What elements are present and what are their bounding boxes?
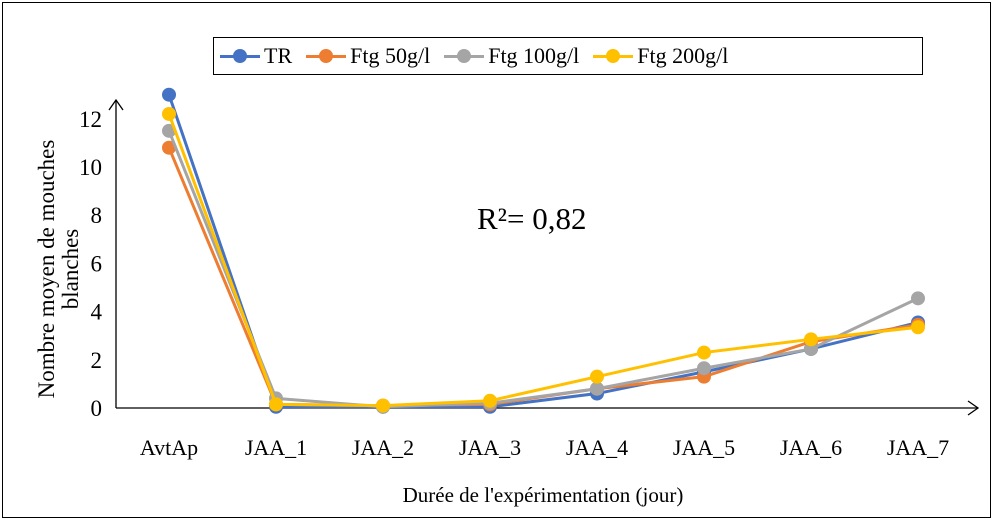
data-point (697, 345, 711, 360)
y-tick-label: 10 (79, 155, 102, 180)
y-tick-label: 8 (91, 203, 103, 228)
x-tick-label: JAA_7 (887, 435, 949, 460)
line-chart: 0 2 4 6 8 10 12 AvtAp JAA_1 JAA_2 JAA_3 JAA_4 JAA_5… (79, 87, 980, 460)
data-point (590, 381, 604, 396)
legend-swatch (220, 46, 260, 66)
legend-swatch (593, 46, 634, 66)
series-tr (162, 87, 925, 414)
y-tick-label: 0 (91, 396, 103, 421)
series-line (167, 147, 919, 408)
y-tick-label: 12 (79, 107, 102, 132)
legend-item: TR (220, 43, 292, 69)
x-tick-labels: AvtAp JAA_1 JAA_2 JAA_3 JAA_4 JAA_5 JAA_6 JAA_7 (140, 435, 949, 460)
series-ftg-50g-l (162, 140, 925, 413)
series-ftg-100g-l (162, 123, 925, 414)
legend-swatch (306, 46, 347, 66)
data-point (162, 106, 176, 121)
x-tick-label: JAA_3 (459, 435, 521, 460)
x-tick-label: JAA_1 (245, 435, 307, 460)
axes (108, 98, 980, 416)
data-point (804, 341, 818, 356)
x-axis-label: Durée de l'expérimentation (jour) (402, 483, 684, 507)
series-group (162, 87, 925, 414)
legend: TR Ftg 50g/l Ftg 100g/l Ftg 200g/l (213, 37, 923, 75)
data-point (162, 87, 176, 102)
data-point (911, 320, 925, 335)
y-axis-arrow (108, 98, 124, 111)
legend-item: Ftg 50g/l (306, 43, 430, 69)
legend-label: Ftg 50g/l (350, 43, 431, 68)
series-line (167, 94, 919, 409)
x-tick-label: JAA_4 (566, 435, 628, 460)
series-line (167, 113, 919, 408)
data-point (269, 397, 283, 412)
legend-item: Ftg 200g/l (593, 43, 728, 69)
x-axis-arrow (967, 400, 980, 416)
data-point (804, 332, 818, 347)
data-point (911, 291, 925, 306)
legend-item: Ftg 100g/l (444, 43, 579, 69)
y-tick-label: 2 (91, 348, 103, 373)
series-line (167, 130, 919, 409)
y-tick-label: 6 (91, 251, 103, 276)
data-point (697, 361, 711, 376)
legend-label: Ftg 100g/l (488, 43, 580, 68)
r-squared-annotation: R²= 0,82 (477, 201, 587, 236)
x-tick-label: JAA_5 (673, 435, 735, 460)
y-tick-labels: 0 2 4 6 8 10 12 (79, 107, 103, 421)
legend-label: TR (264, 43, 293, 68)
x-tick-label: JAA_6 (780, 435, 842, 460)
x-tick-label: JAA_2 (352, 435, 414, 460)
legend-label: Ftg 200g/l (637, 43, 729, 68)
data-point (376, 398, 390, 413)
series-ftg-200g-l (162, 106, 925, 413)
data-point (483, 393, 497, 408)
y-axis-label: Nombre moyen de mouches blanches (34, 139, 83, 399)
legend-swatch (444, 46, 485, 66)
x-tick-label: AvtAp (140, 435, 198, 460)
y-tick-label: 4 (91, 300, 103, 325)
data-point (590, 369, 604, 384)
data-point (162, 140, 176, 155)
